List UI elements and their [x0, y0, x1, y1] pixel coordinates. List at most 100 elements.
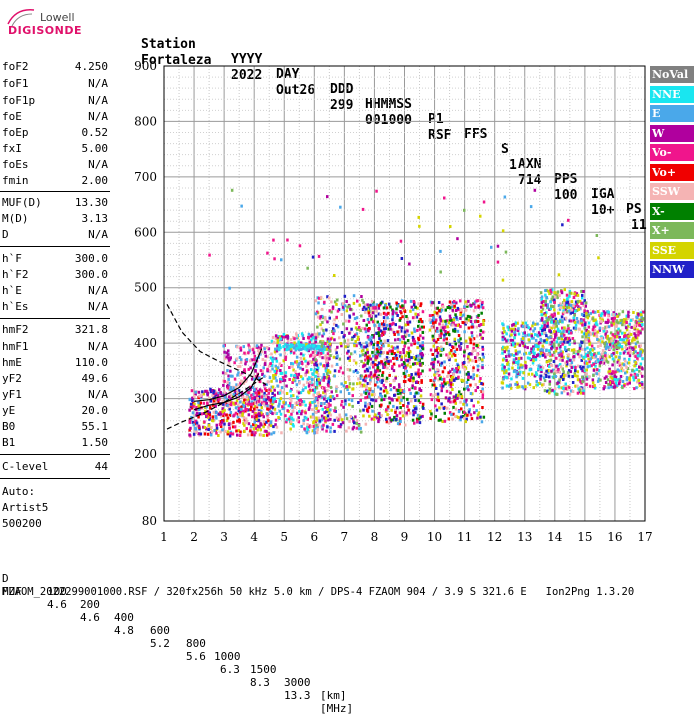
echo-point: [548, 375, 551, 379]
echo-point: [622, 368, 625, 372]
x-tick-label: 9: [401, 530, 409, 544]
echo-point: [229, 393, 232, 397]
header-label-iga: IGA: [591, 187, 615, 202]
echo-point: [321, 351, 325, 354]
echo-point: [636, 380, 639, 384]
echo-point: [541, 307, 545, 311]
echo-point: [278, 362, 282, 366]
echo-point: [463, 208, 466, 212]
echo-point: [527, 326, 530, 330]
echo-point: [344, 381, 347, 384]
echo-point: [329, 408, 332, 412]
echo-point: [443, 360, 446, 364]
echo-point: [632, 369, 636, 373]
echo-point: [511, 366, 514, 370]
echo-point: [301, 402, 304, 406]
echo-point: [532, 359, 535, 363]
echo-point: [255, 375, 258, 379]
echo-point: [362, 408, 365, 412]
echo-point: [385, 417, 388, 421]
echo-point: [455, 301, 458, 305]
echo-point: [608, 369, 612, 373]
echo-point: [316, 334, 320, 338]
echo-point: [313, 353, 317, 357]
echo-point: [383, 358, 387, 362]
echo-point: [638, 318, 641, 322]
echo-point: [227, 356, 230, 360]
echo-point: [316, 373, 320, 377]
echo-point: [638, 354, 642, 358]
echo-point: [622, 318, 626, 322]
echo-point: [422, 406, 425, 410]
echo-point: [208, 417, 211, 421]
echo-point: [399, 351, 402, 355]
echo-point: [390, 328, 394, 332]
echo-point: [541, 383, 544, 387]
auto-label: Auto:: [2, 484, 108, 499]
echo-point: [540, 324, 544, 328]
echo-point: [622, 363, 626, 367]
echo-point: [452, 318, 456, 322]
echo-point: [252, 375, 255, 379]
echo-point: [419, 389, 423, 392]
echo-point: [406, 405, 409, 409]
echo-point: [345, 327, 349, 331]
echo-point: [209, 399, 213, 403]
echo-point: [267, 419, 270, 423]
echo-point: [412, 409, 415, 413]
echo-point: [226, 384, 229, 388]
echo-point: [471, 334, 474, 338]
echo-point: [290, 412, 293, 416]
echo-point: [324, 342, 327, 345]
echo-point: [392, 330, 396, 334]
echo-point: [623, 323, 627, 327]
echo-point: [536, 383, 539, 387]
echo-point: [234, 391, 237, 395]
echo-point: [245, 408, 249, 411]
echo-point: [583, 326, 587, 330]
echo-point: [501, 345, 505, 349]
echo-point: [439, 353, 443, 357]
x-tick-label: 12: [487, 530, 502, 544]
echo-point: [250, 393, 253, 397]
echo-point: [619, 375, 623, 378]
echo-point: [278, 343, 281, 347]
echo-point: [417, 372, 420, 376]
echo-point: [481, 366, 484, 370]
y-tick-label: 500: [134, 281, 157, 295]
echo-point: [311, 429, 315, 433]
echo-point: [474, 359, 478, 363]
echo-point: [358, 303, 361, 307]
echo-point: [399, 420, 402, 423]
echo-point: [564, 327, 568, 331]
echo-point: [364, 404, 367, 408]
echo-point: [629, 373, 633, 377]
echo-point: [254, 431, 257, 435]
echo-point: [610, 323, 613, 327]
echo-point: [342, 322, 345, 326]
echo-point: [194, 419, 197, 423]
echo-point: [355, 344, 358, 348]
echo-point: [279, 412, 283, 416]
echo-point: [390, 345, 394, 349]
echo-point: [450, 378, 453, 382]
echo-point: [478, 379, 482, 383]
echo-point: [628, 331, 631, 335]
echo-point: [346, 305, 349, 309]
echo-point: [286, 336, 289, 340]
echo-point: [249, 429, 252, 433]
echo-point: [459, 418, 462, 422]
echo-point: [438, 334, 441, 338]
echo-point: [445, 337, 448, 341]
echo-point: [402, 396, 405, 400]
footer-muf-value: 4.8: [114, 624, 134, 637]
echo-point: [562, 389, 566, 393]
echo-point: [587, 351, 590, 354]
echo-point: [314, 312, 318, 316]
echo-point: [286, 409, 289, 413]
echo-point: [406, 316, 409, 320]
echo-point: [399, 395, 403, 398]
echo-point: [516, 362, 520, 366]
echo-point: [429, 393, 433, 397]
echo-point: [307, 425, 311, 429]
